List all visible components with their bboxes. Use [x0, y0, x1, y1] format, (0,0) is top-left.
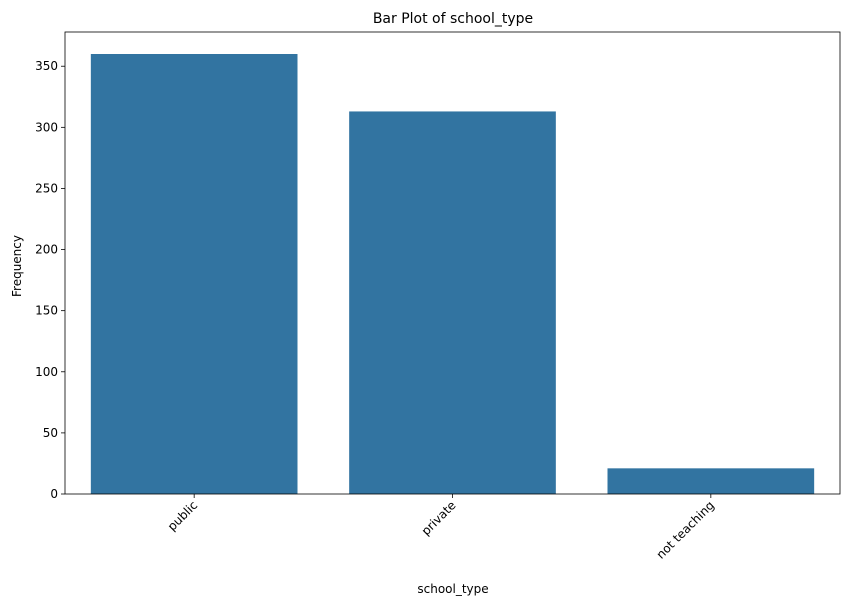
y-tick-label: 200	[35, 243, 58, 257]
bar-not-teaching	[607, 468, 815, 494]
y-tick-label: 50	[43, 426, 58, 440]
bar-private	[349, 111, 556, 494]
x-tick-label: private	[419, 498, 459, 538]
x-tick-label: public	[165, 498, 200, 533]
y-axis: 0 50 100 150 200 250 300 350	[35, 59, 65, 501]
y-tick-label: 350	[35, 59, 58, 73]
y-tick-label: 0	[50, 487, 58, 501]
x-axis: public private not teaching	[165, 494, 717, 562]
y-axis-label: Frequency	[10, 235, 24, 297]
bars-group	[90, 54, 815, 494]
y-tick-label: 100	[35, 365, 58, 379]
y-tick-label: 250	[35, 181, 58, 195]
x-tick-label: not teaching	[654, 498, 717, 561]
x-axis-label: school_type	[417, 582, 488, 596]
plot-frame	[64, 31, 841, 495]
y-tick-label: 150	[35, 304, 58, 318]
y-tick-label: 300	[35, 120, 58, 134]
bar-public	[90, 54, 298, 494]
chart-title: Bar Plot of school_type	[373, 11, 533, 27]
